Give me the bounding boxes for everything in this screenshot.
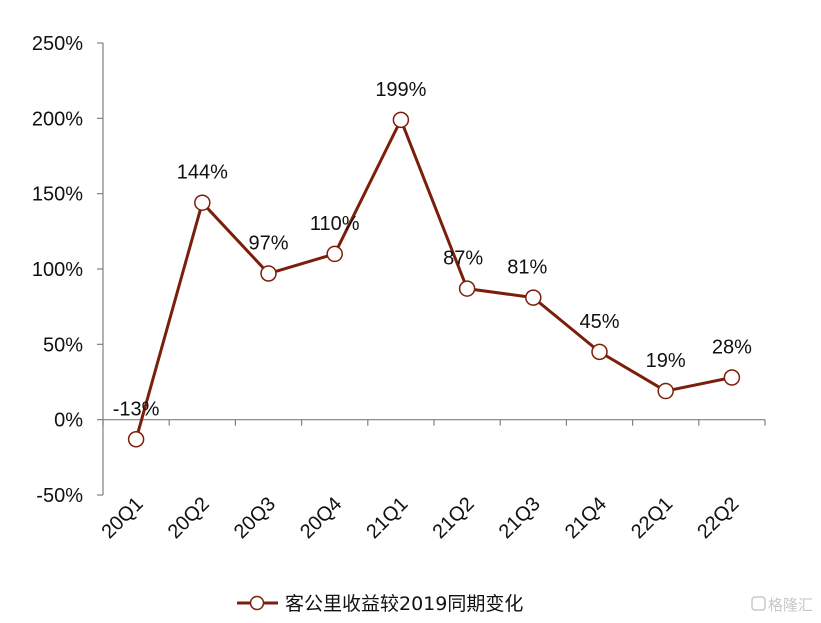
y-tick-label: 0% — [54, 410, 83, 432]
data-point-marker — [127, 431, 145, 448]
y-axis: -50% 0% 50% 100% 150% 200% 250% — [32, 33, 104, 507]
x-tick-label: 21Q2 — [428, 493, 478, 543]
y-tick-label: 150% — [32, 184, 83, 206]
x-tick-label: 22Q1 — [627, 493, 677, 543]
y-tick-label: 100% — [32, 259, 83, 281]
x-tick-label: 20Q1 — [97, 493, 147, 543]
watermark: 格隆汇 — [751, 596, 813, 614]
legend-label: 客公里收益较2019同期变化 — [285, 593, 523, 615]
legend-marker-swatch — [249, 595, 265, 611]
data-label: 19% — [646, 350, 686, 372]
watermark-icon — [751, 596, 766, 611]
data-point-marker — [260, 265, 277, 282]
x-tick-label: 21Q3 — [495, 493, 545, 543]
data-point-marker — [657, 382, 674, 400]
y-tick-label: -50% — [36, 485, 83, 507]
y-tick-label: 50% — [43, 334, 83, 356]
data-point-marker — [458, 280, 476, 297]
data-point-marker — [591, 343, 608, 361]
series-line — [134, 118, 733, 440]
x-tick-label: 21Q4 — [561, 493, 611, 543]
data-label: 81% — [507, 257, 547, 279]
data-point-marker — [194, 194, 211, 211]
watermark-text: 格隆汇 — [768, 596, 813, 614]
x-axis: 20Q1 20Q2 20Q3 20Q4 21Q1 21Q2 21Q3 21Q4 22Q1 22Q2 — [97, 419, 766, 543]
legend: 客公里收益较2019同期变化 — [237, 593, 523, 615]
x-tick-label: 22Q2 — [693, 493, 743, 543]
data-label: 97% — [248, 233, 288, 255]
data-point-marker — [326, 245, 343, 263]
series-layer — [127, 111, 741, 448]
x-tick-label: 21Q1 — [362, 493, 412, 543]
data-point-marker — [525, 289, 542, 306]
data-label: 199% — [375, 79, 426, 101]
data-label: 87% — [443, 248, 483, 270]
x-tick-label: 20Q3 — [230, 493, 280, 543]
data-label: 45% — [579, 311, 619, 333]
data-label: -13% — [113, 398, 160, 420]
y-tick-label: 200% — [32, 108, 83, 130]
x-tick-label: 20Q2 — [164, 493, 214, 543]
x-tick-label: 20Q4 — [296, 493, 346, 543]
y-tick-label: 250% — [32, 33, 83, 55]
data-label: 144% — [177, 162, 228, 184]
data-labels: -13% 144% 97% 110% 199% 87% 81% 45% 19% 28% — [113, 79, 752, 420]
data-label: 28% — [712, 336, 752, 358]
data-point-marker — [392, 111, 410, 129]
data-label: 110% — [310, 213, 360, 235]
data-point-marker — [723, 369, 741, 386]
